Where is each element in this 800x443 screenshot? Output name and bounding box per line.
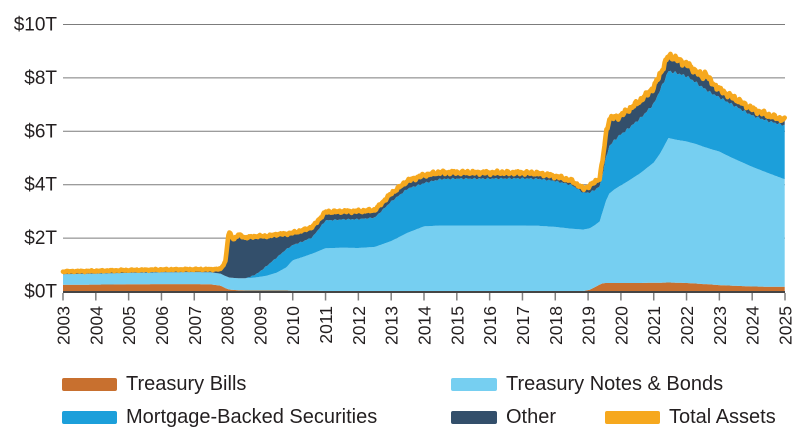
x-axis-label: 2018 <box>546 306 566 345</box>
x-axis-label: 2021 <box>644 306 664 345</box>
legend-item-treasury-bills: Treasury Bills <box>62 371 246 397</box>
x-axis-label: 2015 <box>447 306 467 345</box>
legend-item-other: Other <box>451 404 556 430</box>
legend-item-treasury-notes-bonds: Treasury Notes & Bonds <box>451 371 723 397</box>
y-axis-label: $6T <box>24 121 57 142</box>
legend-label: Treasury Bills <box>126 373 247 395</box>
x-axis-label: 2020 <box>611 306 631 345</box>
x-axis-label: 2004 <box>86 306 106 345</box>
x-axis-label: 2006 <box>152 306 172 345</box>
stacked-area-chart: $0T $2T $4T $6T $8T $10T 2003 2004 2005 2006 2007 2… <box>14 15 796 345</box>
x-axis-label: 2003 <box>54 306 74 345</box>
area-treasury-bills <box>63 282 785 291</box>
x-axis-label: 2007 <box>185 306 205 345</box>
y-axis-label: $0T <box>24 282 57 303</box>
legend-label: Total Assets <box>669 406 776 428</box>
treasury-bills-swatch <box>62 377 117 391</box>
x-axis-label: 2012 <box>349 306 369 345</box>
y-axis-label: $8T <box>24 68 57 89</box>
other-swatch <box>451 410 497 424</box>
x-axis-label: 2011 <box>316 306 336 344</box>
x-axis-label: 2016 <box>480 306 500 345</box>
legend-label: Mortgage-Backed Securities <box>126 406 378 428</box>
legend-item-total-assets: Total Assets <box>605 404 776 430</box>
legend-label: Treasury Notes & Bonds <box>506 373 724 395</box>
total-assets-line <box>60 51 787 275</box>
treasury-notes-bonds-swatch <box>451 377 497 391</box>
x-axis-label: 2014 <box>415 306 435 345</box>
x-axis-label: 2017 <box>513 306 533 345</box>
x-axis-label: 2008 <box>218 306 238 345</box>
x-axis-label: 2010 <box>283 306 303 345</box>
mortgage-backed-securities-swatch <box>62 410 117 424</box>
legend-label: Other <box>506 406 557 428</box>
x-axis-label: 2013 <box>382 306 402 345</box>
x-axis-label: 2022 <box>677 306 697 345</box>
x-axis-label: 2009 <box>250 306 270 345</box>
x-axis-label: 2024 <box>743 306 763 345</box>
legend-item-mortgage-backed-securities: Mortgage-Backed Securities <box>62 404 377 430</box>
x-axis-label: 2025 <box>776 306 796 345</box>
y-axis-label: $10T <box>14 15 58 36</box>
x-axis-label: 2023 <box>710 306 730 345</box>
area-treasury-notes-bonds <box>63 138 785 291</box>
x-axis-label: 2005 <box>119 306 139 345</box>
x-axis-label: 2019 <box>579 306 599 345</box>
total-assets-swatch <box>605 410 660 424</box>
y-axis-label: $2T <box>24 228 57 249</box>
y-axis-label: $4T <box>24 175 57 196</box>
